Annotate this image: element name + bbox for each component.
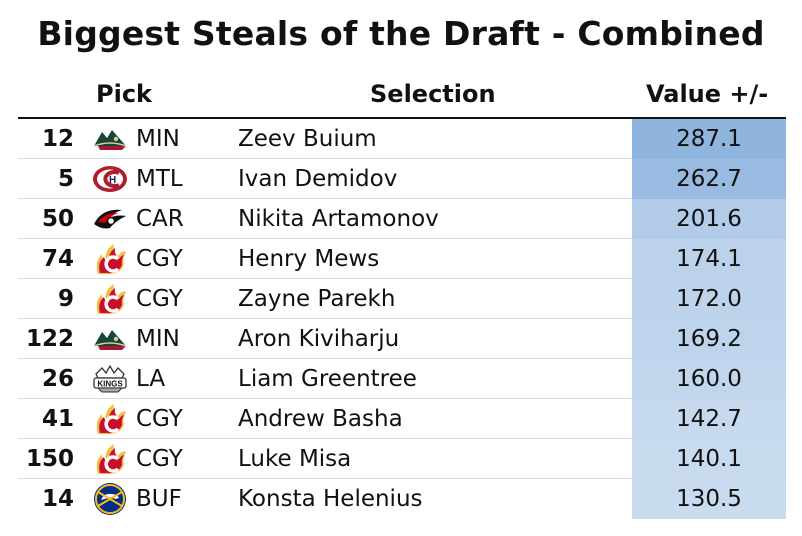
- pick-number: 122: [25, 326, 74, 352]
- pick-number: 41: [41, 406, 74, 432]
- calgary-flames-logo-icon: [92, 442, 128, 476]
- chart-title: Biggest Steals of the Draft - Combined: [37, 14, 765, 53]
- player-name: Andrew Basha: [238, 406, 403, 432]
- player-name: Liam Greentree: [238, 366, 417, 392]
- value-cell: 140.1: [632, 439, 786, 479]
- player-name: Zayne Parekh: [238, 286, 396, 312]
- team-abbreviation: MIN: [136, 326, 180, 352]
- team-abbreviation: LA: [136, 366, 166, 392]
- value-cell: 172.0: [632, 279, 786, 319]
- table-row: 5 H MTL Ivan Demidov 262.7: [18, 159, 786, 199]
- pick-number: 9: [57, 286, 74, 312]
- team-abbreviation: CGY: [136, 406, 183, 432]
- buffalo-sabres-logo-icon: [92, 482, 128, 516]
- player-name: Ivan Demidov: [238, 166, 398, 192]
- player-name: Zeev Buium: [238, 126, 377, 152]
- team-abbreviation: MIN: [136, 126, 180, 152]
- value-cell: 160.0: [632, 359, 786, 399]
- pick-number: 50: [41, 206, 74, 232]
- player-name: Konsta Helenius: [238, 486, 423, 512]
- pick-number: 12: [41, 126, 74, 152]
- player-name: Henry Mews: [238, 246, 380, 272]
- los-angeles-kings-logo-icon: KINGS: [92, 362, 128, 396]
- value-cell: 287.1: [632, 119, 786, 159]
- table-row: 50 CAR Nikita Artamonov 201.6: [18, 199, 786, 239]
- pick-number: 5: [57, 166, 74, 192]
- table-row: 26 KINGS LA Liam Greentree 160.0: [18, 359, 786, 399]
- calgary-flames-logo-icon: [92, 282, 128, 316]
- table-row: 14 BUF Konsta Helenius 130.5: [18, 479, 786, 519]
- column-header-pick: Pick: [96, 80, 153, 108]
- column-header-selection: Selection: [370, 80, 496, 108]
- table-row: 41 CGY Andrew Basha 142.7: [18, 399, 786, 439]
- montreal-canadiens-logo-icon: H: [92, 162, 128, 196]
- header-rule: [18, 117, 786, 119]
- value-cell: 174.1: [632, 239, 786, 279]
- calgary-flames-logo-icon: [92, 402, 128, 436]
- column-header-value: Value +/-: [646, 80, 769, 108]
- value-cell: 201.6: [632, 199, 786, 239]
- team-abbreviation: CGY: [136, 446, 183, 472]
- team-abbreviation: CGY: [136, 286, 183, 312]
- team-abbreviation: CGY: [136, 246, 183, 272]
- svg-text:H: H: [109, 175, 116, 186]
- value-cell: 169.2: [632, 319, 786, 359]
- team-abbreviation: CAR: [136, 206, 184, 232]
- pick-number: 26: [41, 366, 74, 392]
- value-cell: 130.5: [632, 479, 786, 519]
- table-body: 12 MIN Zeev Buium 287.1 5 H MTL Ivan Demidov 262…: [18, 119, 786, 519]
- pick-number: 14: [41, 486, 74, 512]
- calgary-flames-logo-icon: [92, 242, 128, 276]
- value-cell: 262.7: [632, 159, 786, 199]
- table-row: 12 MIN Zeev Buium 287.1: [18, 119, 786, 159]
- player-name: Aron Kiviharju: [238, 326, 400, 352]
- carolina-hurricanes-logo-icon: [92, 202, 128, 236]
- player-name: Nikita Artamonov: [238, 206, 439, 232]
- player-name: Luke Misa: [238, 446, 352, 472]
- minnesota-wild-logo-icon: [92, 122, 128, 156]
- team-abbreviation: BUF: [136, 486, 182, 512]
- value-cell: 142.7: [632, 399, 786, 439]
- pick-number: 74: [41, 246, 74, 272]
- minnesota-wild-logo-icon: [92, 322, 128, 356]
- table-row: 150 CGY Luke Misa 140.1: [18, 439, 786, 479]
- svg-text:KINGS: KINGS: [97, 380, 123, 389]
- team-abbreviation: MTL: [136, 166, 183, 192]
- table-row: 122 MIN Aron Kiviharju 169.2: [18, 319, 786, 359]
- pick-number: 150: [25, 446, 74, 472]
- table-row: 9 CGY Zayne Parekh 172.0: [18, 279, 786, 319]
- table-row: 74 CGY Henry Mews 174.1: [18, 239, 786, 279]
